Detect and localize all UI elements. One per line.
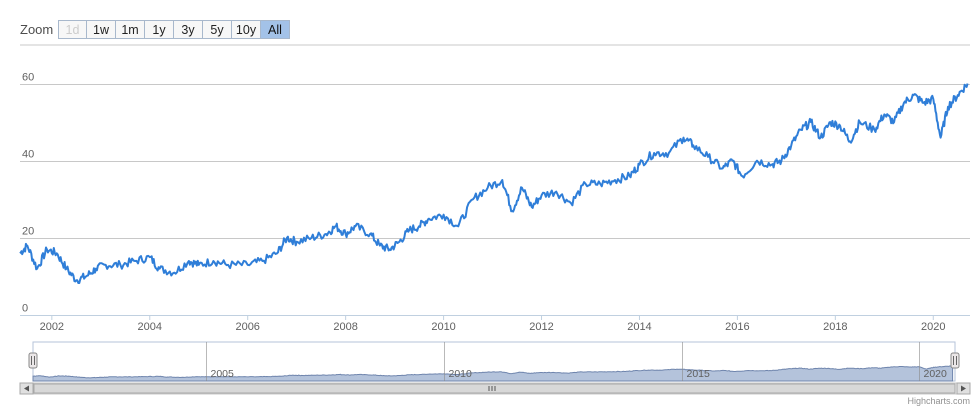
- y-tick-label: 60: [22, 72, 34, 84]
- x-tick-label: 2006: [235, 321, 259, 333]
- range-selector-buttons: 1d 1w 1m 1y 3y 5y 10y All: [58, 20, 290, 39]
- x-tick-label: 2004: [138, 321, 162, 333]
- grid-lines: [20, 44, 970, 239]
- zoom-button-10y[interactable]: 10y: [232, 20, 261, 39]
- series-line: [19, 83, 969, 284]
- zoom-button-1w[interactable]: 1w: [87, 20, 116, 39]
- x-tick-label: 2014: [627, 321, 651, 333]
- zoom-label: Zoom: [20, 22, 54, 37]
- zoom-button-1m[interactable]: 1m: [116, 20, 145, 39]
- navigator-year-label: 2005: [211, 368, 235, 380]
- navigator-right-handle[interactable]: [950, 352, 960, 369]
- scroll-left-arrow-icon: [24, 385, 29, 392]
- axes: 0 20 40 60 2002 2004 2006 2008 2010 2012 2014 2016 2…: [20, 72, 970, 333]
- scroll-right-arrow-icon: [961, 385, 966, 392]
- zoom-button-All[interactable]: All: [261, 20, 290, 39]
- plot-area: [19, 83, 969, 284]
- zoom-button-5y[interactable]: 5y: [203, 20, 232, 39]
- navigator[interactable]: 2005 2010 2015 2020: [19, 341, 971, 395]
- zoom-button-3y[interactable]: 3y: [174, 20, 203, 39]
- x-tick-label: 2016: [725, 321, 749, 333]
- navigator-scrollbar[interactable]: [19, 382, 971, 395]
- credits-link[interactable]: Highcharts.com: [907, 396, 970, 406]
- x-tick-label: 2010: [431, 321, 455, 333]
- y-tick-label: 20: [22, 226, 34, 238]
- y-tick-label: 40: [22, 149, 34, 161]
- x-tick-label: 2012: [529, 321, 553, 333]
- x-tick-label: 2020: [921, 321, 945, 333]
- zoom-button-1y[interactable]: 1y: [145, 20, 174, 39]
- x-tick-label: 2008: [333, 321, 357, 333]
- navigator-year-label: 2015: [687, 368, 711, 380]
- x-tick-label: 2018: [823, 321, 847, 333]
- y-tick-label: 0: [22, 303, 28, 315]
- x-tick-label: 2002: [40, 321, 64, 333]
- navigator-year-label: 2020: [924, 368, 948, 380]
- navigator-series-area: [32, 365, 954, 382]
- navigator-year-label: 2010: [449, 368, 473, 380]
- zoom-button-1d[interactable]: 1d: [58, 20, 87, 39]
- navigator-left-handle[interactable]: [28, 352, 38, 369]
